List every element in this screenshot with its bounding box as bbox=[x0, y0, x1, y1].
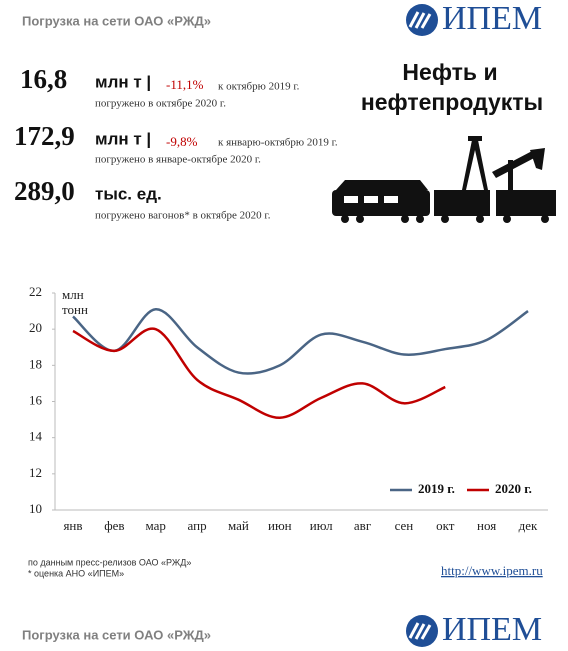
y-tick-label: 14 bbox=[29, 429, 43, 444]
x-tick-label: сен bbox=[395, 518, 414, 533]
x-tick-label: янв bbox=[63, 518, 82, 533]
logo-stripes bbox=[408, 11, 432, 29]
y-tick-label: 16 bbox=[29, 392, 43, 407]
x-tick-label: окт bbox=[436, 518, 455, 533]
logo-text: ИПЕМ bbox=[442, 0, 542, 37]
topic-line: нефтепродукты bbox=[361, 89, 543, 115]
stat-value: 172,9 bbox=[14, 121, 75, 151]
y-axis-label: млн bbox=[62, 287, 84, 302]
x-tick-label: июн bbox=[268, 518, 292, 533]
x-tick-label: май bbox=[228, 518, 249, 533]
topic-line: Нефть и bbox=[402, 59, 497, 85]
stat-compare: к октябрю 2019 г. bbox=[218, 81, 300, 93]
header-title: Погрузка на сети ОАО «РЖД» bbox=[22, 13, 211, 28]
train-illustration bbox=[332, 136, 556, 223]
logo-icon bbox=[406, 4, 438, 36]
y-tick-label: 10 bbox=[29, 501, 42, 516]
logo-text: ИПЕМ bbox=[442, 611, 542, 648]
stat-unit: млн т | bbox=[95, 72, 151, 91]
x-tick-label: ноя bbox=[477, 518, 496, 533]
y-tick-label: 22 bbox=[29, 284, 42, 299]
legend-label: 2020 г. bbox=[495, 481, 532, 496]
logo: ИПЕМ bbox=[406, 611, 542, 648]
x-tick-label: апр bbox=[188, 518, 207, 533]
y-tick-label: 18 bbox=[29, 356, 42, 371]
source-note: по данным пресс-релизов ОАО «РЖД» bbox=[28, 557, 191, 567]
plot: 10 12 14 16 18 20 22 янв фев мар апр май июн июл авг се… bbox=[29, 284, 538, 533]
logo-icon bbox=[406, 615, 438, 647]
x-tick-label: мар bbox=[146, 518, 166, 533]
stat-unit: тыс. ед. bbox=[95, 184, 162, 203]
stat-value: 289,0 bbox=[14, 176, 75, 206]
stat-unit: млн т | bbox=[95, 129, 151, 148]
y-axis-label: тонн bbox=[62, 302, 88, 317]
stat-note: погружено в январе-октябре 2020 г. bbox=[95, 154, 261, 166]
stat-note: погружено в октябре 2020 г. bbox=[95, 98, 226, 110]
footer-title: Погрузка на сети ОАО «РЖД» bbox=[22, 627, 211, 642]
stat-note: погружено вагонов* в октябре 2020 г. bbox=[95, 210, 271, 222]
stat-value: 16,8 bbox=[20, 64, 67, 94]
legend-label: 2019 г. bbox=[418, 481, 455, 496]
stat-compare: к январю-октябрю 2019 г. bbox=[218, 137, 338, 149]
y-tick-label: 12 bbox=[29, 465, 42, 480]
y-tick-label: 20 bbox=[29, 320, 42, 335]
x-tick-label: фев bbox=[104, 518, 124, 533]
series-line bbox=[72, 308, 529, 375]
logo-stripes bbox=[408, 622, 432, 640]
logo: ИПЕМ bbox=[406, 0, 542, 37]
x-tick-label: июл bbox=[310, 518, 333, 533]
estimate-note: * оценка АНО «ИПЕМ» bbox=[28, 568, 124, 578]
stat-change: -9,8% bbox=[166, 134, 198, 149]
x-tick-label: авг bbox=[354, 518, 371, 533]
link[interactable]: http://www.ipem.ru bbox=[441, 563, 543, 578]
x-tick-label: дек bbox=[519, 518, 538, 533]
series-line bbox=[72, 327, 446, 420]
stat-change: -11,1% bbox=[166, 77, 204, 92]
